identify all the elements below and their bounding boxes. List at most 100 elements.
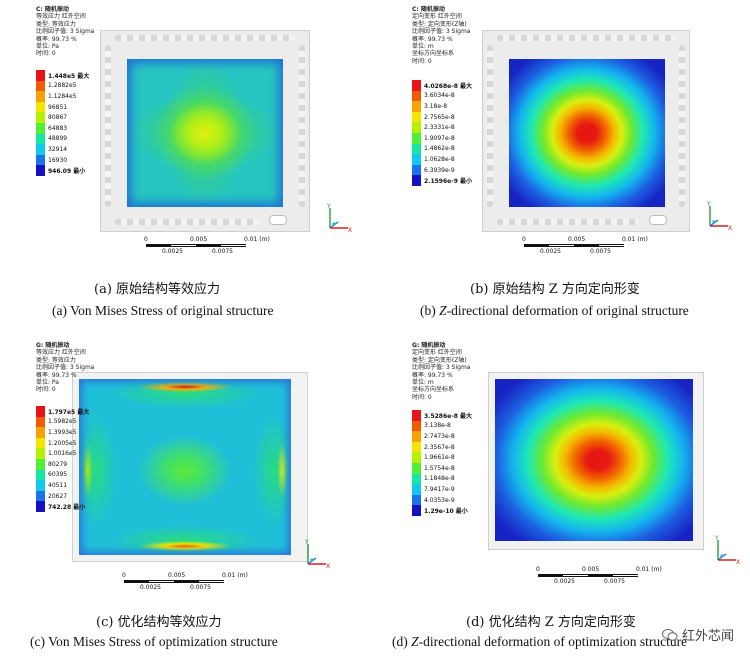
info-line: G: 随机振动 (36, 342, 70, 349)
scale-tick: 0.01 (m) (636, 566, 662, 573)
legend-value: 1.0628e-8 (424, 155, 455, 163)
legend-value: 32914 (48, 145, 68, 153)
info-line: 单位: m (412, 379, 434, 387)
slot-hole (269, 215, 287, 225)
bolt-holes-right (299, 45, 305, 207)
scale-tick: 0.0025 (162, 248, 183, 255)
scale-tick: 0.0025 (554, 578, 575, 585)
bolt-holes-top (497, 35, 675, 41)
legend-min: 1.29e-10 最小 (424, 508, 468, 516)
caption-a-en: (a) Von Mises Stress of original structu… (52, 303, 274, 318)
legend-value: 6.3939e-9 (424, 166, 455, 174)
model-base-plate (100, 30, 310, 232)
info-line: 概率: 99.73 % (36, 35, 77, 43)
legend-value: 60395 (48, 471, 68, 479)
legend-value: 4.0353e-9 (424, 496, 455, 504)
scale-tick: 0.005 (582, 566, 600, 573)
result-info: G: 随机振动 定向变形 红外空间 类型: 定向变形(Z轴) 比例因子值: 3 … (412, 342, 470, 401)
caption-c-cn: (c) 优化结构等效应力 (96, 615, 222, 630)
legend-value: 2.7473e-8 (424, 432, 455, 440)
info-line: 类型: 等效应力 (36, 20, 76, 28)
watermark-text: 红外芯闻 (681, 629, 734, 644)
scale-tick: 0 (144, 236, 148, 243)
model-base-plate (482, 30, 690, 232)
stress-field (127, 59, 283, 207)
legend-value: 3.6034e-8 (424, 92, 455, 100)
legend-value: 1.5982e5 (48, 418, 77, 426)
scale-tick: 0.0025 (540, 248, 561, 255)
caption-d-en: (d) Z-directional deformation of optimiz… (392, 634, 688, 649)
info-line: 概率: 99.73 % (412, 35, 453, 43)
stress-field (79, 379, 291, 555)
axis-x-label: X (736, 559, 740, 566)
info-line: 时间: 0 (36, 386, 56, 394)
info-line: 单位: m (412, 43, 434, 51)
info-line: 等效应力 红外空间 (36, 13, 86, 21)
scale-tick: 0 (122, 572, 126, 579)
legend-value: 2.3331e-8 (424, 124, 455, 132)
legend-min: 2.1596e-9 最小 (424, 178, 472, 186)
legend-value: 1.2882e5 (48, 82, 77, 90)
info-line: G: 随机振动 (412, 342, 446, 349)
scale-tick: 0.01 (m) (222, 572, 248, 579)
axis-y-label: Y (326, 203, 331, 210)
legend-value: 3.18e-8 (424, 102, 448, 110)
scale-tick: 0.01 (m) (622, 236, 648, 243)
axis-y-label: Y (706, 201, 711, 208)
info-line: 时间: 0 (36, 50, 56, 58)
info-line: 概率: 99.73 % (412, 371, 453, 379)
legend-value: 7.9417e-9 (424, 485, 455, 493)
info-line: 单位: Pa (36, 379, 59, 387)
info-line: 坐标方向坐标系 (412, 50, 455, 58)
axis-triad-icon: Y X (304, 539, 330, 570)
info-line: 比例因子值: 3 Sigma (36, 28, 95, 36)
result-info: G: 随机振动 等效应力 红外空间 类型: 等效应力 比例因子值: 3 Sigm… (36, 342, 94, 394)
bolt-holes-left (105, 45, 111, 207)
legend-min: 742.28 最小 (48, 504, 86, 512)
scale-tick: 0.005 (190, 236, 208, 243)
bolt-holes-right (679, 45, 685, 207)
info-line: 概率: 99.73 % (36, 371, 77, 379)
model-base-plate (488, 372, 704, 550)
result-info: C: 随机振动 定向变形 红外空间 类型: 定向变形(Z轴) 比例因子值: 3 … (412, 6, 470, 65)
legend-value: 40511 (48, 481, 68, 489)
legend-value: 2.7565e-8 (424, 113, 455, 121)
panel-c: G: 随机振动 等效应力 红外空间 类型: 等效应力 比例因子值: 3 Sigm… (12, 338, 372, 592)
scale-tick: 0.01 (m) (244, 236, 270, 243)
caption-a-cn: (a) 原始结构等效应力 (94, 282, 221, 297)
legend-value: 20627 (48, 492, 68, 500)
axis-y-label: Y (304, 539, 309, 546)
legend-value: 1.2005e5 (48, 439, 77, 447)
bolt-holes-bottom (115, 219, 259, 225)
panel-a: C: 随机振动 等效应力 红外空间 类型: 等效应力 比例因子值: 3 Sigm… (12, 2, 372, 256)
caption-c-en: (c) Von Mises Stress of optimization str… (30, 634, 278, 649)
legend-value: 48899 (48, 135, 68, 143)
wechat-icon (661, 628, 678, 641)
info-line: 比例因子值: 3 Sigma (412, 364, 471, 372)
panel-b: C: 随机振动 定向变形 红外空间 类型: 定向变形(Z轴) 比例因子值: 3 … (388, 2, 748, 256)
result-info: C: 随机振动 等效应力 红外空间 类型: 等效应力 比例因子值: 3 Sigm… (36, 6, 94, 58)
legend-min: 946.09 最小 (48, 168, 86, 176)
color-legend: 1.797e5 最大 1.5982e5 1.3993e5 1.2005e5 1.… (36, 406, 89, 512)
legend-value: 96851 (48, 103, 68, 111)
color-legend: 4.0268e-8 最大 3.6034e-8 3.18e-8 2.7565e-8… (412, 80, 472, 186)
scale-bar: 0 0.005 0.01 (m) 0.0025 0.0075 (536, 566, 668, 590)
caption-d-cn: (d) 优化结构 Z 方向定向形变 (466, 615, 636, 630)
scale-tick: 0.0075 (604, 578, 625, 585)
caption-b-cn: (b) 原始结构 Z 方向定向形变 (470, 282, 640, 297)
info-line: 比例因子值: 3 Sigma (412, 28, 471, 36)
legend-value: 3.138e-8 (424, 422, 451, 430)
info-line: 单位: Pa (36, 43, 59, 51)
caption-b-en: (b) Z-directional deformation of origina… (420, 303, 689, 318)
legend-value: 80867 (48, 114, 68, 122)
info-line: 时间: 0 (412, 57, 432, 65)
axis-triad-icon: Y X (714, 535, 740, 566)
legend-value: 1.3993e5 (48, 428, 77, 436)
axis-triad-icon: Y X (326, 203, 352, 234)
scale-tick: 0.0075 (212, 248, 233, 255)
legend-max: 1.448e5 最大 (48, 72, 90, 80)
scale-tick: 0 (522, 236, 526, 243)
color-legend: 1.448e5 最大 1.2882e5 1.1284e5 96851 80867… (36, 70, 89, 176)
legend-value: 1.1848e-8 (424, 475, 455, 483)
scale-tick: 0.0025 (140, 584, 161, 591)
